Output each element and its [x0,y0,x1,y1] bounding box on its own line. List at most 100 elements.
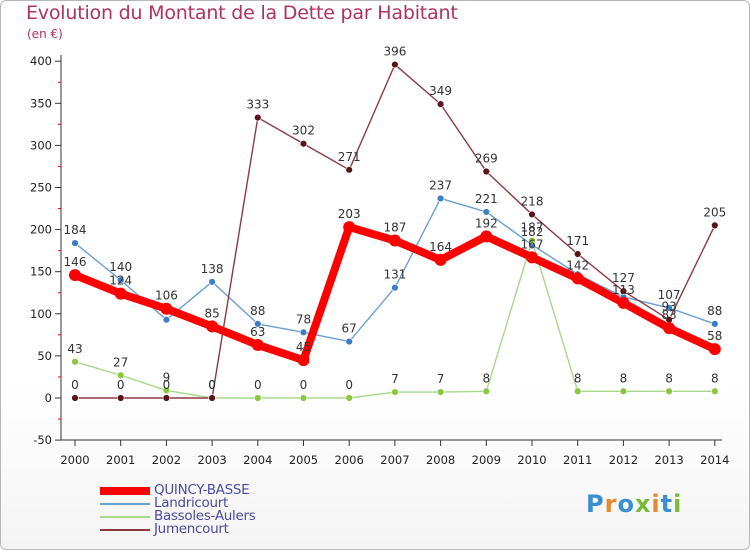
data-point-quincy-basse [571,272,584,285]
legend-swatch-jumencourt [100,529,150,531]
data-label-landricourt: 237 [429,178,452,192]
data-label-bassoles-aulers: 7 [391,372,399,386]
legend-item-quincy-basse: QUINCY-BASSE [100,482,340,498]
data-point-jumencourt [619,287,628,295]
data-point-bassoles-aulers [573,387,582,395]
data-label-bassoles-aulers: 8 [482,371,490,385]
data-label-bassoles-aulers: 8 [574,371,582,385]
y-tick-label: 0 [45,391,52,405]
data-point-landricourt [391,283,399,292]
data-point-jumencourt [436,100,445,108]
x-tick-label: 2007 [380,453,409,467]
data-point-jumencourt [345,166,353,174]
data-point-jumencourt [71,394,79,402]
legend-swatch-landricourt [100,503,150,505]
data-label-bassoles-aulers: 8 [711,371,719,385]
data-label-quincy-basse: 124 [109,274,132,288]
data-label-jumencourt: 396 [383,45,406,59]
data-label-quincy-basse: 142 [566,258,589,272]
data-point-jumencourt [391,60,399,69]
data-label-bassoles-aulers: 43 [67,342,82,356]
data-point-jumencourt [528,210,536,219]
data-label-bassoles-aulers: 0 [254,378,262,392]
data-point-landricourt [345,337,353,346]
data-point-landricourt [436,194,445,203]
x-tick-label: 2002 [152,453,181,467]
y-tick-label: 350 [30,96,52,110]
data-label-jumencourt: 0 [163,378,171,392]
data-point-quincy-basse [343,221,356,234]
data-point-bassoles-aulers [71,358,79,366]
data-label-jumencourt: 0 [71,378,79,392]
data-label-quincy-basse: 85 [204,306,219,320]
data-label-quincy-basse: 146 [64,255,87,269]
data-label-bassoles-aulers: 0 [300,378,308,392]
data-label-jumencourt: 0 [117,378,125,392]
data-point-bassoles-aulers [116,371,125,379]
data-point-quincy-basse [526,251,538,264]
data-label-quincy-basse: 164 [429,240,452,254]
y-tick-label: 300 [30,138,52,152]
data-label-bassoles-aulers: 0 [345,378,353,392]
data-label-jumencourt: 271 [338,150,361,164]
x-tick-label: 2006 [335,453,364,467]
y-tick-label: 200 [30,223,52,237]
data-label-landricourt: 88 [707,304,722,318]
logo-letter: x [634,490,652,518]
data-point-landricourt [299,328,308,337]
data-point-landricourt [711,320,719,328]
x-tick-label: 2009 [472,453,501,467]
data-label-landricourt: 182 [521,225,544,239]
legend-item-jumencourt: Jumencourt [100,521,340,537]
y-tick-label: 400 [30,54,52,68]
x-tick-label: 2000 [60,453,89,467]
data-point-bassoles-aulers [162,386,171,395]
data-label-jumencourt: 302 [292,124,315,138]
data-point-bassoles-aulers [619,387,628,395]
data-point-quincy-basse [434,253,447,266]
data-label-landricourt: 221 [475,192,498,206]
data-point-quincy-basse [206,320,219,333]
data-point-bassoles-aulers [436,388,445,396]
legend-item-landricourt: Landricourt [100,495,340,511]
data-label-bassoles-aulers: 8 [665,371,673,385]
data-point-quincy-basse [251,338,264,351]
data-label-landricourt: 138 [201,262,224,276]
data-point-quincy-basse [480,230,493,243]
data-point-jumencourt [711,221,719,230]
data-label-jumencourt: 349 [429,84,452,98]
data-label-landricourt: 78 [296,312,311,326]
logo-letter: t [660,490,674,518]
data-label-landricourt: 88 [250,304,265,318]
data-label-jumencourt: 333 [246,98,269,112]
data-label-landricourt: 184 [64,223,87,237]
chart-title: Evolution du Montant de la Dette par Hab… [26,2,458,24]
data-point-quincy-basse [663,322,676,335]
data-label-quincy-basse: 113 [612,283,635,297]
legend-label: Jumencourt [154,521,229,537]
logo-letter: i [651,490,661,518]
x-tick-label: 2013 [654,453,683,467]
data-label-landricourt: 107 [658,288,681,302]
data-point-bassoles-aulers [345,394,353,402]
data-point-landricourt [71,239,79,247]
data-label-quincy-basse: 167 [521,237,544,251]
data-point-bassoles-aulers [528,236,536,245]
data-point-quincy-basse [160,302,173,315]
data-label-quincy-basse: 192 [475,216,498,230]
data-point-quincy-basse [708,343,721,356]
chart-unit: (en €) [27,27,63,41]
y-tick-label: -50 [33,433,52,447]
data-point-jumencourt [116,394,125,402]
x-tick-label: 2005 [289,453,318,467]
data-label-jumencourt: 205 [703,205,726,219]
x-tick-label: 2001 [106,453,135,467]
data-point-bassoles-aulers [254,394,262,402]
x-tick-label: 2014 [700,453,729,467]
data-label-jumencourt: 127 [612,271,635,285]
data-point-quincy-basse [297,354,310,367]
legend-label: QUINCY-BASSE [154,482,250,498]
legend: QUINCY-BASSE Landricourt Bassoles-Aulers… [100,482,340,537]
